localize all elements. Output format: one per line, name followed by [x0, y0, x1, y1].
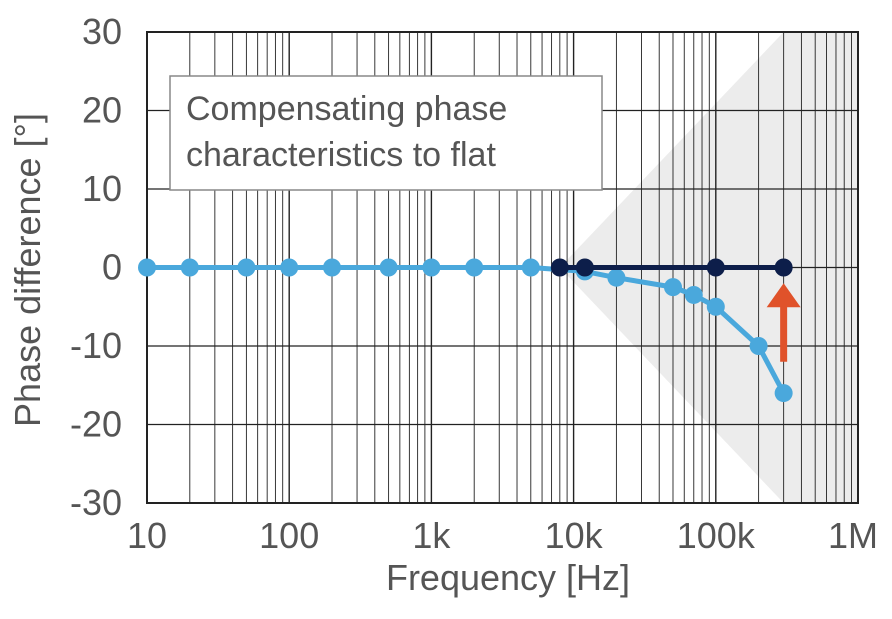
data-point	[684, 285, 703, 304]
data-point	[323, 258, 342, 277]
data-point	[465, 258, 484, 277]
annotation-frame	[169, 75, 603, 191]
x-tick-labels: 10 100 1k 10k 100k 1M	[127, 515, 878, 556]
arrow-head	[766, 283, 801, 308]
compensation-arrow	[766, 283, 801, 362]
x-tick-label: 1M	[828, 515, 878, 556]
x-axis-title: Frequency [Hz]	[386, 557, 630, 598]
data-point	[706, 297, 725, 316]
data-point	[180, 258, 199, 277]
x-tick-label: 100	[259, 515, 319, 556]
y-tick-label: 30	[82, 11, 122, 52]
series-before	[138, 258, 793, 403]
y-tick-label: -10	[70, 325, 122, 366]
x-tick-label: 1k	[412, 515, 451, 556]
annotation-line-2: characteristics to flat	[186, 136, 496, 174]
y-tick-label: -30	[70, 482, 122, 523]
data-point	[422, 258, 441, 277]
annotation-box: Compensating phase characteristics to fl…	[169, 75, 603, 191]
data-point	[663, 278, 682, 297]
data-point	[379, 258, 398, 277]
series	[138, 258, 793, 403]
y-tick-labels: 30 20 10 0 -10 -20 -30	[70, 11, 122, 523]
y-tick-label: 0	[102, 247, 122, 288]
y-tick-label: -20	[70, 404, 122, 445]
x-tick-label: 10	[127, 515, 167, 556]
data-point	[774, 258, 793, 277]
data-point	[607, 268, 626, 287]
annotation-line-1: Compensating phase	[186, 90, 507, 128]
data-point	[706, 258, 725, 277]
series-after	[550, 258, 793, 277]
data-point	[237, 258, 256, 277]
data-point	[749, 337, 768, 355]
y-tick-label: 10	[82, 168, 122, 209]
data-point	[774, 384, 793, 403]
data-point	[280, 258, 299, 277]
data-point	[521, 258, 540, 277]
x-tick-label: 10k	[545, 515, 604, 556]
series-line	[147, 265, 786, 395]
data-point	[138, 258, 156, 277]
y-axis-title: Phase difference [°]	[7, 113, 48, 427]
data-point	[550, 258, 569, 277]
data-point	[575, 258, 594, 277]
y-tick-label: 20	[82, 90, 122, 131]
x-tick-label: 100k	[677, 515, 756, 556]
